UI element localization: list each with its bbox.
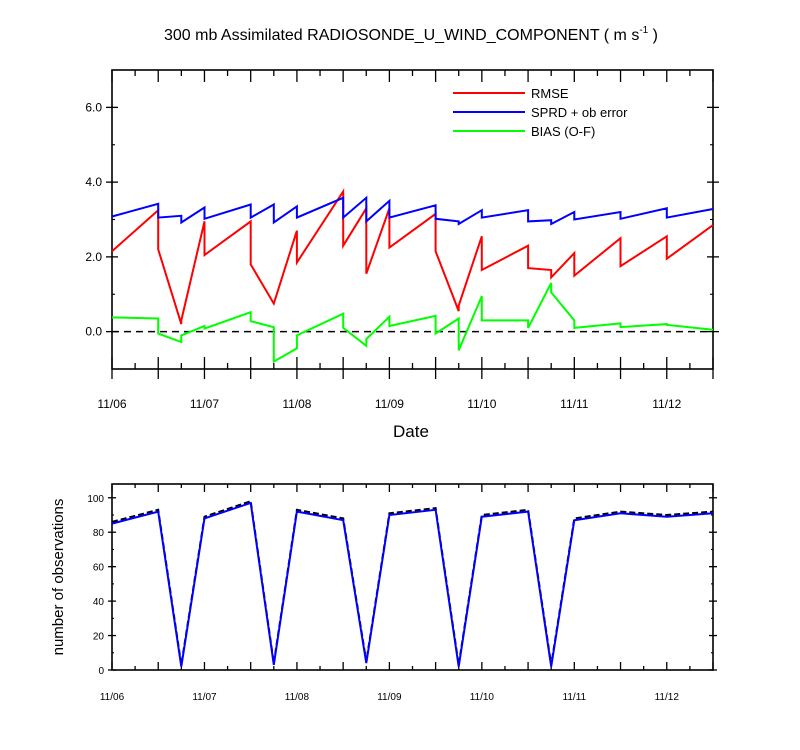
chart-title-tail: ) <box>648 27 658 44</box>
bottom-y-axis-title: number of observations <box>50 499 67 656</box>
bottom-x-tick-label: 11/09 <box>377 692 402 703</box>
top-x-tick-label: 11/08 <box>282 397 311 411</box>
bottom-x-tick-label: 11/06 <box>100 692 125 703</box>
bottom-y-tick-label: 80 <box>93 528 105 539</box>
bottom-series-used <box>111 501 714 667</box>
top-x-tick-label: 11/09 <box>375 397 404 411</box>
top-series-rmse <box>111 188 714 325</box>
top-x-tick-label: 11/12 <box>652 397 681 411</box>
bottom-y-tick-label: 60 <box>93 563 105 574</box>
bottom-series-possible <box>111 499 714 665</box>
top-y-tick-label: 0.0 <box>85 325 102 339</box>
legend: RMSE SPRD + ob error BIAS (O-F) <box>453 86 628 139</box>
bottom-panel: 11/06 11/07 11/08 11/09 11/10 11/11 11/12 0 20 40… <box>87 483 717 703</box>
top-series-sprd-ob-error <box>111 195 714 226</box>
legend-label: SPRD + ob error <box>531 105 628 120</box>
bottom-x-tick-label: 11/11 <box>563 692 587 703</box>
bottom-x-tick-label: 11/07 <box>192 692 217 703</box>
top-x-tick-label: 11/11 <box>560 397 589 411</box>
legend-label: RMSE <box>531 86 569 101</box>
chart-title: 300 mb Assimilated RADIOSONDE_U_WIND_COM… <box>164 25 658 44</box>
bottom-y-tick-label: 100 <box>87 494 104 505</box>
bottom-y-tick-label: 20 <box>93 632 105 643</box>
top-series-bias-o-f <box>111 282 714 364</box>
chart-title-main: 300 mb Assimilated RADIOSONDE_U_WIND_COM… <box>164 27 639 44</box>
top-y-tick-label: 4.0 <box>85 175 102 189</box>
bottom-x-tick-label: 11/12 <box>655 692 680 703</box>
top-y-tick-label: 2.0 <box>85 250 102 264</box>
top-x-tick-label: 11/10 <box>467 397 496 411</box>
legend-label: BIAS (O-F) <box>531 124 595 139</box>
top-x-tick-label: 11/07 <box>190 397 219 411</box>
top-x-axis-title: Date <box>393 422 429 441</box>
chart-title-superscript: -1 <box>639 25 648 36</box>
bottom-x-tick-label: 11/08 <box>285 692 310 703</box>
top-panel: 11/06 11/07 11/08 11/09 11/10 11/11 11/12 0.0 2.… <box>85 69 719 411</box>
bottom-x-tick-label: 11/10 <box>470 692 495 703</box>
bottom-y-tick-label: 0 <box>98 666 104 677</box>
top-x-tick-label: 11/06 <box>97 397 126 411</box>
bottom-y-tick-label: 40 <box>93 597 105 608</box>
top-y-tick-label: 6.0 <box>85 100 102 114</box>
